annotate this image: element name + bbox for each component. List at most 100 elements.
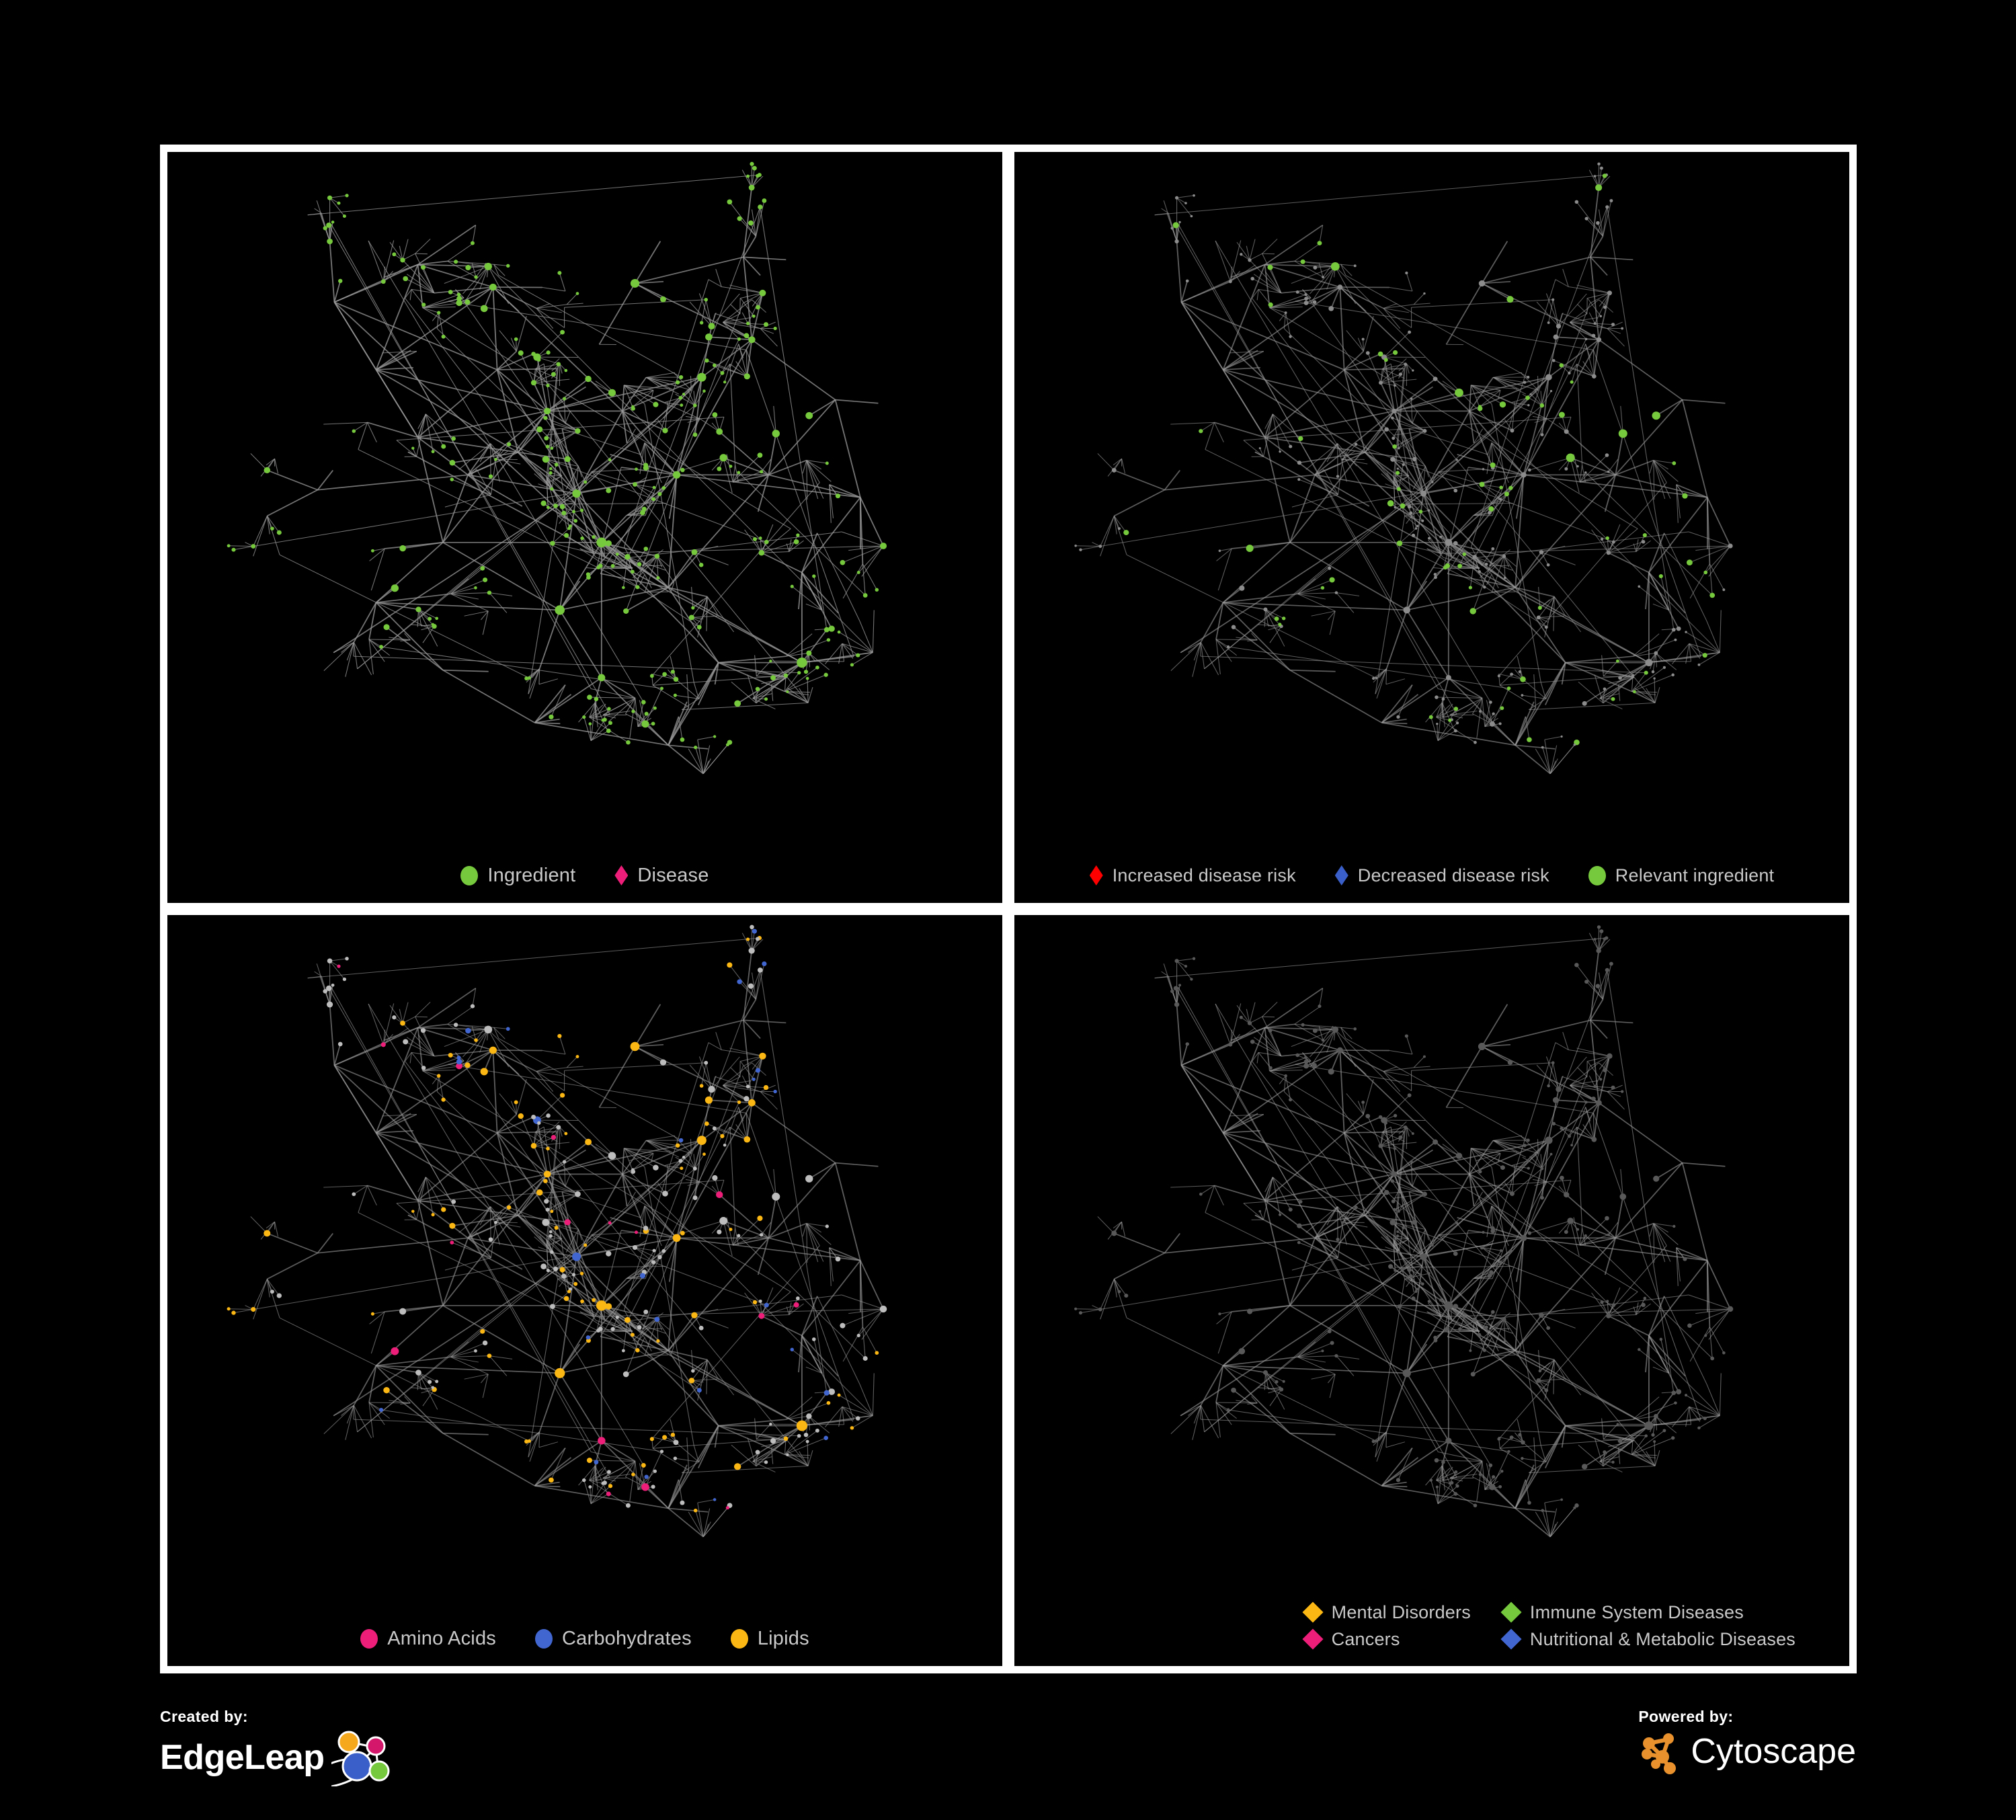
ingredient-node[interactable] [805, 411, 813, 420]
ingredient-node[interactable] [806, 650, 812, 656]
ingredient-node[interactable] [1574, 1503, 1579, 1508]
ingredient-node[interactable] [400, 258, 405, 263]
ingredient-node[interactable] [1507, 1450, 1510, 1453]
ingredient-node[interactable] [691, 606, 695, 610]
ingredient-node[interactable] [672, 1234, 681, 1242]
ingredient-node[interactable] [606, 1251, 612, 1257]
ingredient-node[interactable] [643, 463, 649, 468]
ingredient-node[interactable] [643, 547, 649, 551]
ingredient-node[interactable] [1520, 676, 1526, 682]
ingredient-node[interactable] [696, 1136, 707, 1145]
ingredient-node[interactable] [1470, 1372, 1476, 1377]
ingredient-node[interactable] [392, 1015, 397, 1020]
ingredient-node[interactable] [557, 1033, 562, 1039]
ingredient-node[interactable] [1354, 442, 1358, 446]
network-graph-ingredient-disease[interactable] [167, 152, 1002, 903]
ingredient-node[interactable] [1330, 1341, 1334, 1345]
ingredient-node[interactable] [1525, 1159, 1529, 1163]
ingredient-node[interactable] [1312, 1062, 1317, 1068]
ingredient-node[interactable] [342, 214, 346, 218]
ingredient-node[interactable] [1638, 1348, 1641, 1351]
ingredient-node[interactable] [1322, 276, 1324, 278]
ingredient-node[interactable] [331, 221, 335, 224]
network-graph-disease-class[interactable] [1014, 915, 1849, 1666]
ingredient-node[interactable] [450, 1240, 454, 1244]
ingredient-node[interactable] [557, 271, 562, 275]
ingredient-node[interactable] [1317, 241, 1322, 245]
ingredient-node[interactable] [337, 1041, 343, 1047]
ingredient-node[interactable] [1218, 549, 1221, 552]
ingredient-node[interactable] [1545, 374, 1552, 381]
ingredient-node[interactable] [615, 553, 619, 556]
ingredient-node[interactable] [554, 1226, 559, 1230]
ingredient-node[interactable] [652, 1249, 656, 1253]
ingredient-node[interactable] [635, 467, 638, 471]
ingredient-node[interactable] [1674, 638, 1677, 641]
ingredient-node[interactable] [1609, 199, 1613, 202]
ingredient-node[interactable] [1644, 1421, 1654, 1430]
ingredient-node[interactable] [1455, 459, 1458, 461]
ingredient-node[interactable] [1488, 506, 1494, 512]
ingredient-node[interactable] [561, 510, 567, 516]
ingredient-node[interactable] [586, 1458, 592, 1463]
ingredient-node[interactable] [1521, 694, 1524, 697]
ingredient-node[interactable] [725, 1506, 729, 1510]
ingredient-node[interactable] [1564, 429, 1569, 434]
ingredient-node[interactable] [1497, 674, 1500, 678]
ingredient-node[interactable] [1538, 1369, 1542, 1373]
ingredient-node[interactable] [826, 638, 831, 642]
ingredient-node[interactable] [737, 1234, 741, 1238]
ingredient-node[interactable] [579, 508, 584, 512]
ingredient-node[interactable] [1074, 1307, 1078, 1310]
ingredient-node[interactable] [1448, 1482, 1451, 1485]
ingredient-node[interactable] [1703, 570, 1708, 575]
ingredient-node[interactable] [549, 1477, 554, 1483]
ingredient-node[interactable] [608, 389, 616, 397]
ingredient-node[interactable] [760, 470, 764, 474]
ingredient-node[interactable] [1683, 1257, 1687, 1261]
ingredient-node[interactable] [1375, 676, 1378, 680]
ingredient-node[interactable] [1361, 338, 1365, 341]
ingredient-node[interactable] [632, 1244, 638, 1250]
ingredient-node[interactable] [338, 278, 343, 284]
ingredient-node[interactable] [1295, 290, 1299, 294]
ingredient-node[interactable] [1297, 1223, 1302, 1228]
ingredient-node[interactable] [1330, 262, 1340, 271]
ingredient-node[interactable] [1402, 463, 1405, 467]
ingredient-node[interactable] [1320, 586, 1325, 590]
ingredient-node[interactable] [231, 1310, 236, 1315]
ingredient-node[interactable] [1483, 586, 1486, 589]
ingredient-node[interactable] [1384, 1121, 1388, 1125]
ingredient-node[interactable] [1397, 1304, 1402, 1309]
ingredient-node[interactable] [643, 1309, 649, 1314]
ingredient-node[interactable] [1247, 1308, 1253, 1314]
ingredient-node[interactable] [752, 1300, 758, 1305]
ingredient-node[interactable] [1238, 1348, 1246, 1355]
ingredient-node[interactable] [436, 311, 441, 315]
ingredient-node[interactable] [488, 474, 493, 479]
ingredient-node[interactable] [654, 1316, 660, 1322]
ingredient-node[interactable] [1529, 393, 1532, 395]
ingredient-node[interactable] [653, 1469, 657, 1473]
ingredient-node[interactable] [506, 264, 510, 268]
ingredient-node[interactable] [370, 549, 374, 553]
ingredient-node[interactable] [1258, 1210, 1262, 1213]
ingredient-node[interactable] [812, 574, 816, 578]
ingredient-node[interactable] [403, 276, 409, 282]
ingredient-node[interactable] [1172, 222, 1179, 229]
ingredient-node[interactable] [755, 1068, 761, 1073]
ingredient-node[interactable] [484, 262, 492, 270]
ingredient-node[interactable] [564, 456, 571, 463]
ingredient-node[interactable] [1393, 1208, 1397, 1212]
ingredient-node[interactable] [1445, 675, 1451, 680]
ingredient-node[interactable] [680, 467, 685, 473]
ingredient-node[interactable] [1491, 547, 1495, 551]
ingredient-node[interactable] [550, 487, 554, 491]
ingredient-node[interactable] [649, 674, 654, 678]
ingredient-node[interactable] [1304, 293, 1307, 296]
ingredient-node[interactable] [586, 1335, 591, 1340]
ingredient-node[interactable] [1559, 363, 1564, 368]
ingredient-node[interactable] [1268, 302, 1273, 307]
ingredient-node[interactable] [745, 321, 750, 325]
ingredient-node[interactable] [546, 506, 550, 510]
